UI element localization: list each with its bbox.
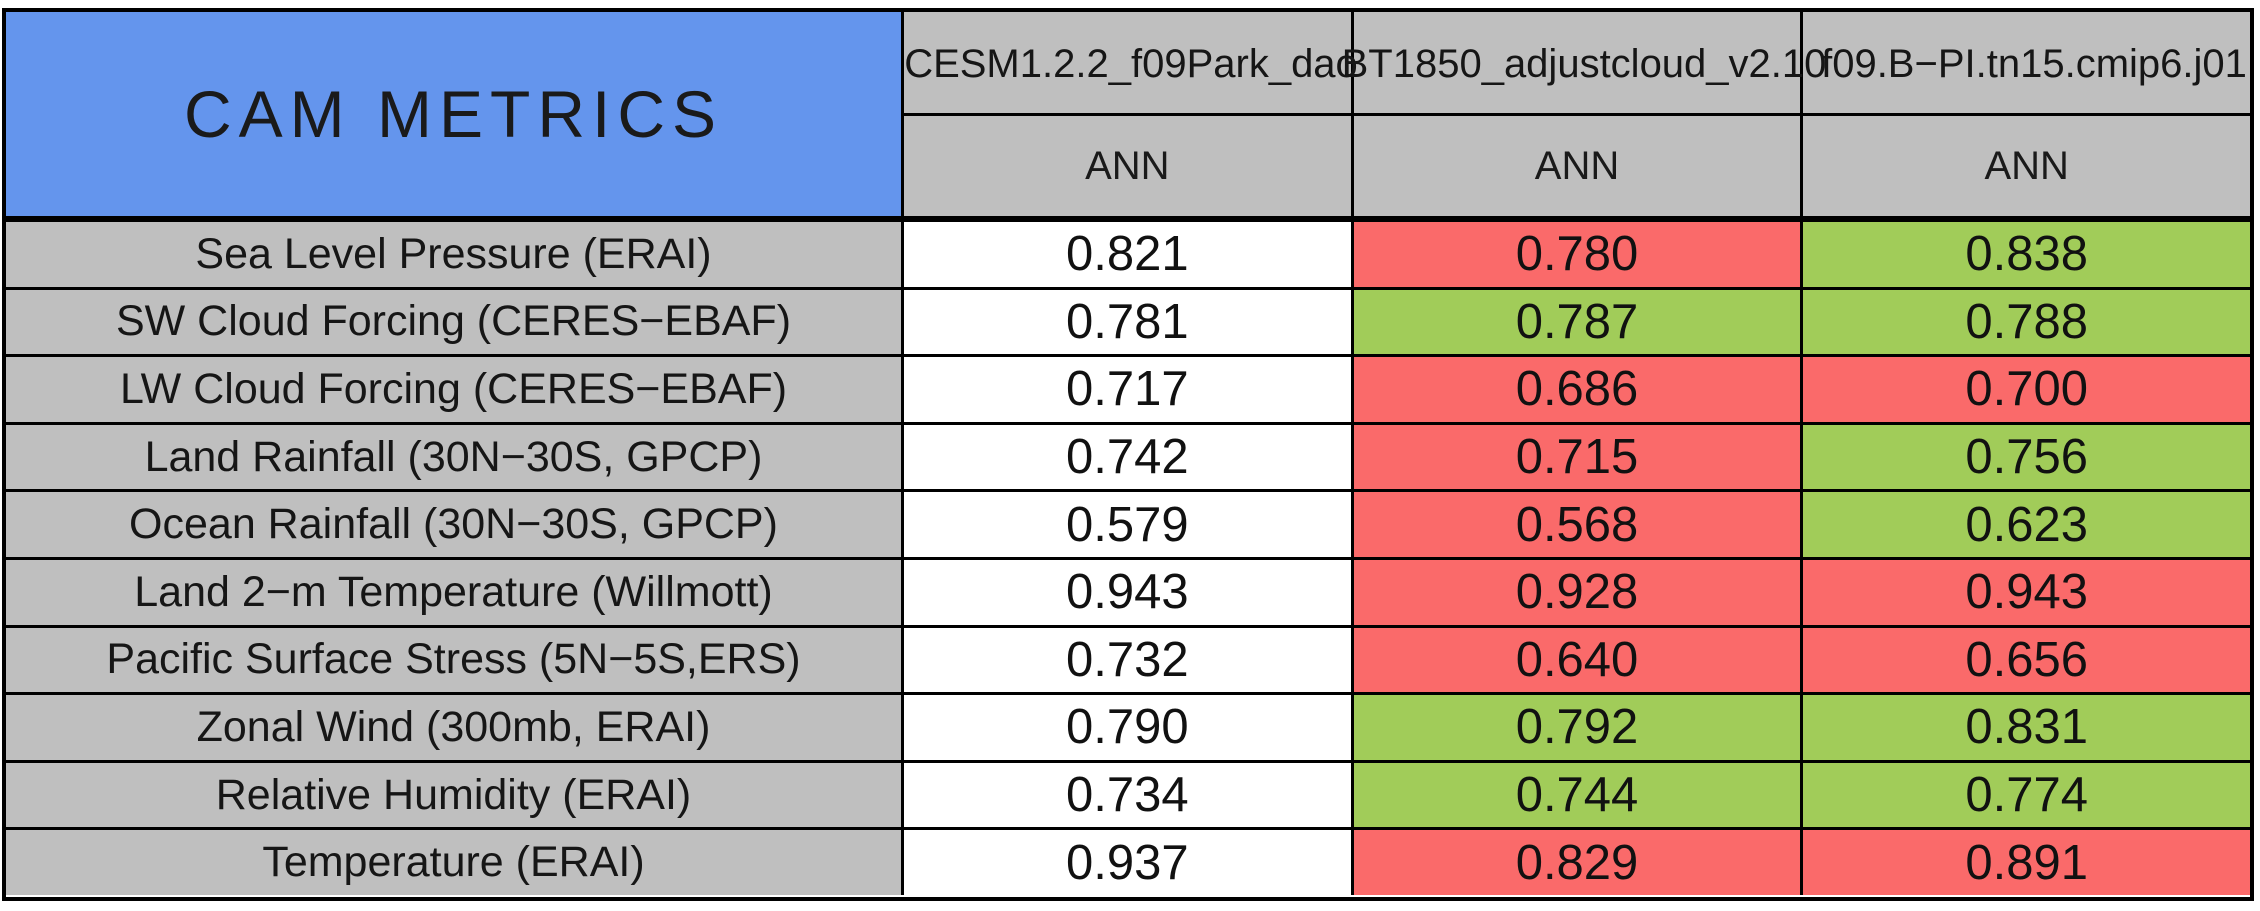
metric-label-cell: Relative Humidity (ERAI) [6,762,904,828]
table-title: CAM METRICS [184,77,723,151]
table-body: Sea Level Pressure (ERAI) 0.821 0.780 0.… [6,222,2251,895]
run-name-cell-1 [904,12,1351,113]
table-row: SW Cloud Forcing (CERES−EBAF) 0.781 0.78… [6,286,2251,355]
value-cell: 0.831 [1800,695,2251,760]
value-cell: 0.623 [1800,492,2251,557]
metric-label-cell: Land Rainfall (30N−30S, GPCP) [6,424,904,490]
value-cell: 0.774 [1800,762,2251,828]
value-cell: 0.821 [904,222,1351,287]
title-cell: CAM METRICS [6,12,904,216]
value-cell: 0.928 [1350,559,1801,625]
value-cell: 0.568 [1350,492,1801,557]
table-row: Temperature (ERAI) 0.937 0.829 0.891 [6,827,2251,895]
value-cell: 0.717 [904,357,1351,422]
metric-label-cell: LW Cloud Forcing (CERES−EBAF) [6,357,904,422]
value-cell: 0.943 [1800,559,2251,625]
value-cell: 0.732 [904,627,1351,693]
run-name-cell-3 [1800,12,2250,113]
value-cell: 0.744 [1350,762,1801,828]
metric-label-cell: Land 2−m Temperature (Willmott) [6,559,904,625]
header-columns: ANN ANN ANN [904,12,2250,216]
table-row: Pacific Surface Stress (5N−5S,ERS) 0.732… [6,624,2251,693]
value-cell: 0.734 [904,762,1351,828]
table-row: Ocean Rainfall (30N−30S, GPCP) 0.579 0.5… [6,489,2251,557]
season-row: ANN ANN ANN [904,116,2250,216]
table-row: Land Rainfall (30N−30S, GPCP) 0.742 0.71… [6,421,2251,490]
table-row: Sea Level Pressure (ERAI) 0.821 0.780 0.… [6,222,2251,287]
value-cell: 0.640 [1350,627,1801,693]
table-row: Land 2−m Temperature (Willmott) 0.943 0.… [6,556,2251,625]
table-row: Zonal Wind (300mb, ERAI) 0.790 0.792 0.8… [6,692,2251,760]
table-header: CAM METRICS ANN ANN ANN CESM1.2.2_f09Par… [6,12,2250,222]
season-cell-2: ANN [1350,116,1801,216]
value-cell: 0.780 [1350,222,1801,287]
value-cell: 0.579 [904,492,1351,557]
value-cell: 0.686 [1350,357,1801,422]
metric-label-cell: SW Cloud Forcing (CERES−EBAF) [6,289,904,355]
metric-label-cell: Zonal Wind (300mb, ERAI) [6,695,904,760]
value-cell: 0.788 [1800,289,2251,355]
value-cell: 0.829 [1350,830,1801,895]
cam-metrics-table: CAM METRICS ANN ANN ANN CESM1.2.2_f09Par… [2,8,2254,901]
run-name-row [904,12,2250,116]
value-cell: 0.943 [904,559,1351,625]
season-cell-3: ANN [1800,116,2250,216]
value-cell: 0.891 [1800,830,2251,895]
value-cell: 0.781 [904,289,1351,355]
metric-label-cell: Temperature (ERAI) [6,830,904,895]
metric-label-cell: Ocean Rainfall (30N−30S, GPCP) [6,492,904,557]
value-cell: 0.787 [1350,289,1801,355]
table-row: Relative Humidity (ERAI) 0.734 0.744 0.7… [6,759,2251,828]
value-cell: 0.742 [904,424,1351,490]
value-cell: 0.937 [904,830,1351,895]
value-cell: 0.792 [1350,695,1801,760]
value-cell: 0.656 [1800,627,2251,693]
metric-label-cell: Pacific Surface Stress (5N−5S,ERS) [6,627,904,693]
value-cell: 0.715 [1350,424,1801,490]
table-row: LW Cloud Forcing (CERES−EBAF) 0.717 0.68… [6,354,2251,422]
run-name-cell-2 [1350,12,1801,113]
value-cell: 0.700 [1800,357,2251,422]
value-cell: 0.756 [1800,424,2251,490]
value-cell: 0.838 [1800,222,2251,287]
metric-label-cell: Sea Level Pressure (ERAI) [6,222,904,287]
season-cell-1: ANN [1085,143,1170,188]
value-cell: 0.790 [904,695,1351,760]
